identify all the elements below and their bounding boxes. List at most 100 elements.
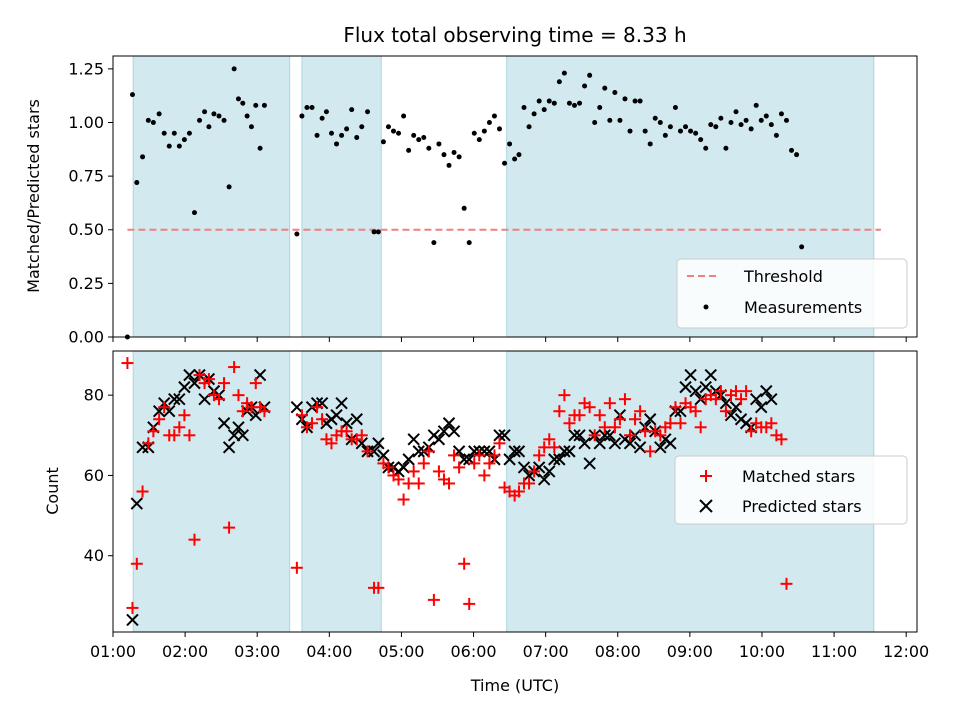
predicted-star-marker [664,437,677,450]
measurement-point [708,122,714,128]
matched-star-marker [142,437,155,450]
measurement-point [129,92,135,98]
predicted-star-marker [367,445,381,458]
measurement-point [140,154,146,160]
measurement-point [612,89,618,95]
predicted-star-marker [377,449,390,462]
measurement-point [536,98,542,104]
top-y-ticks: 0.00 0.25 0.50 0.75 1.00 1.25 [68,59,113,347]
predicted-star-marker [372,437,385,450]
matched-star-marker [168,429,181,442]
predicted-star-marker [749,392,763,406]
x-tick-label: 03:00 [234,642,280,661]
matched-star-marker [290,561,303,574]
measurement-point [763,113,769,119]
count-points [121,357,793,627]
matched-star-marker [603,397,616,410]
matched-star-marker [689,405,702,418]
matched-star-marker [249,377,262,390]
predicted-star-marker [512,445,526,458]
matched-star-marker [417,457,430,470]
x-tick-label: 12:00 [883,642,929,661]
measurement-point [521,104,527,110]
matched-star-marker [193,369,206,382]
predicted-star-marker [608,437,622,450]
matched-star-marker [558,389,571,402]
legend-matched-swatch [700,470,712,482]
measurement-point [507,141,513,147]
matched-star-marker [183,429,196,442]
measurement-point [652,115,658,121]
measurement-point [698,137,704,143]
matched-star-marker [765,417,778,430]
predicted-star-marker [498,429,511,442]
predicted-star-marker [188,376,201,390]
predicted-star-marker [517,461,531,474]
predicted-star-marker [558,445,571,458]
matched-star-marker [563,417,576,430]
predicted-star-marker [407,433,420,446]
measurement-point [602,85,608,91]
matched-star-marker [669,401,682,414]
matched-star-marker [613,413,626,426]
x-tick-label: 05:00 [378,642,424,661]
predicted-star-marker [679,380,692,394]
matched-star-marker [232,389,245,402]
bottom-y-tick-label: 40 [84,546,104,565]
matched-star-marker [412,477,425,490]
matched-star-marker [493,437,506,450]
measurement-point [718,115,724,121]
matched-star-marker [694,421,707,434]
measurement-point [181,137,187,143]
top-panel: 0.00 0.25 0.50 0.75 1.00 1.25 Matched/Predict… [24,55,918,347]
chart-title: Flux total observing time = 8.33 h [343,23,686,47]
measurement-point [244,113,250,119]
legend-measurements-label: Measurements [744,298,862,317]
top-y-tick-label: 0.75 [68,167,104,186]
matched-star-marker [634,405,647,418]
x-tick-label: 08:00 [595,642,641,661]
measurement-point [693,130,699,136]
measurement-point [385,124,391,130]
predicted-star-marker [130,497,144,510]
top-y-tick-label: 0.25 [68,274,104,293]
measurement-point [667,124,673,130]
matched-star-marker [608,421,621,434]
matched-star-marker [548,441,561,454]
measurement-point [657,119,663,125]
matched-star-marker [624,429,637,442]
top-legend: Threshold Measurements [676,258,908,329]
bottom-y-tick-label: 60 [84,466,104,485]
predicted-star-marker [603,429,617,442]
legend-measurements-swatch [703,304,709,310]
measurement-point [587,72,593,78]
predicted-star-marker [173,392,186,406]
predicted-star-marker [765,392,778,406]
measurement-point [421,135,427,141]
matched-star-marker [674,417,687,430]
predicted-star-marker [623,437,637,450]
measurement-point [683,124,689,130]
measurement-point [451,150,457,156]
matched-star-marker [126,601,139,614]
predicted-star-marker [583,457,596,470]
matched-star-marker [735,393,748,406]
matched-star-marker [588,429,601,442]
measurement-point [642,128,648,134]
measurement-points [124,66,805,340]
measurement-point [677,128,683,134]
predicted-star-marker [548,453,561,466]
measurement-point [150,119,156,125]
matched-star-marker [432,465,445,478]
predicted-star-marker [350,413,363,426]
matched-star-marker [316,413,329,426]
measurement-point [502,160,508,166]
predicted-star-marker [704,368,717,382]
top-y-tick-label: 1.25 [68,59,104,78]
measurement-point [328,130,334,136]
shaded-interval [132,55,291,338]
measurement-point [738,122,744,128]
matched-star-marker [639,425,652,438]
measurement-point [703,145,709,151]
